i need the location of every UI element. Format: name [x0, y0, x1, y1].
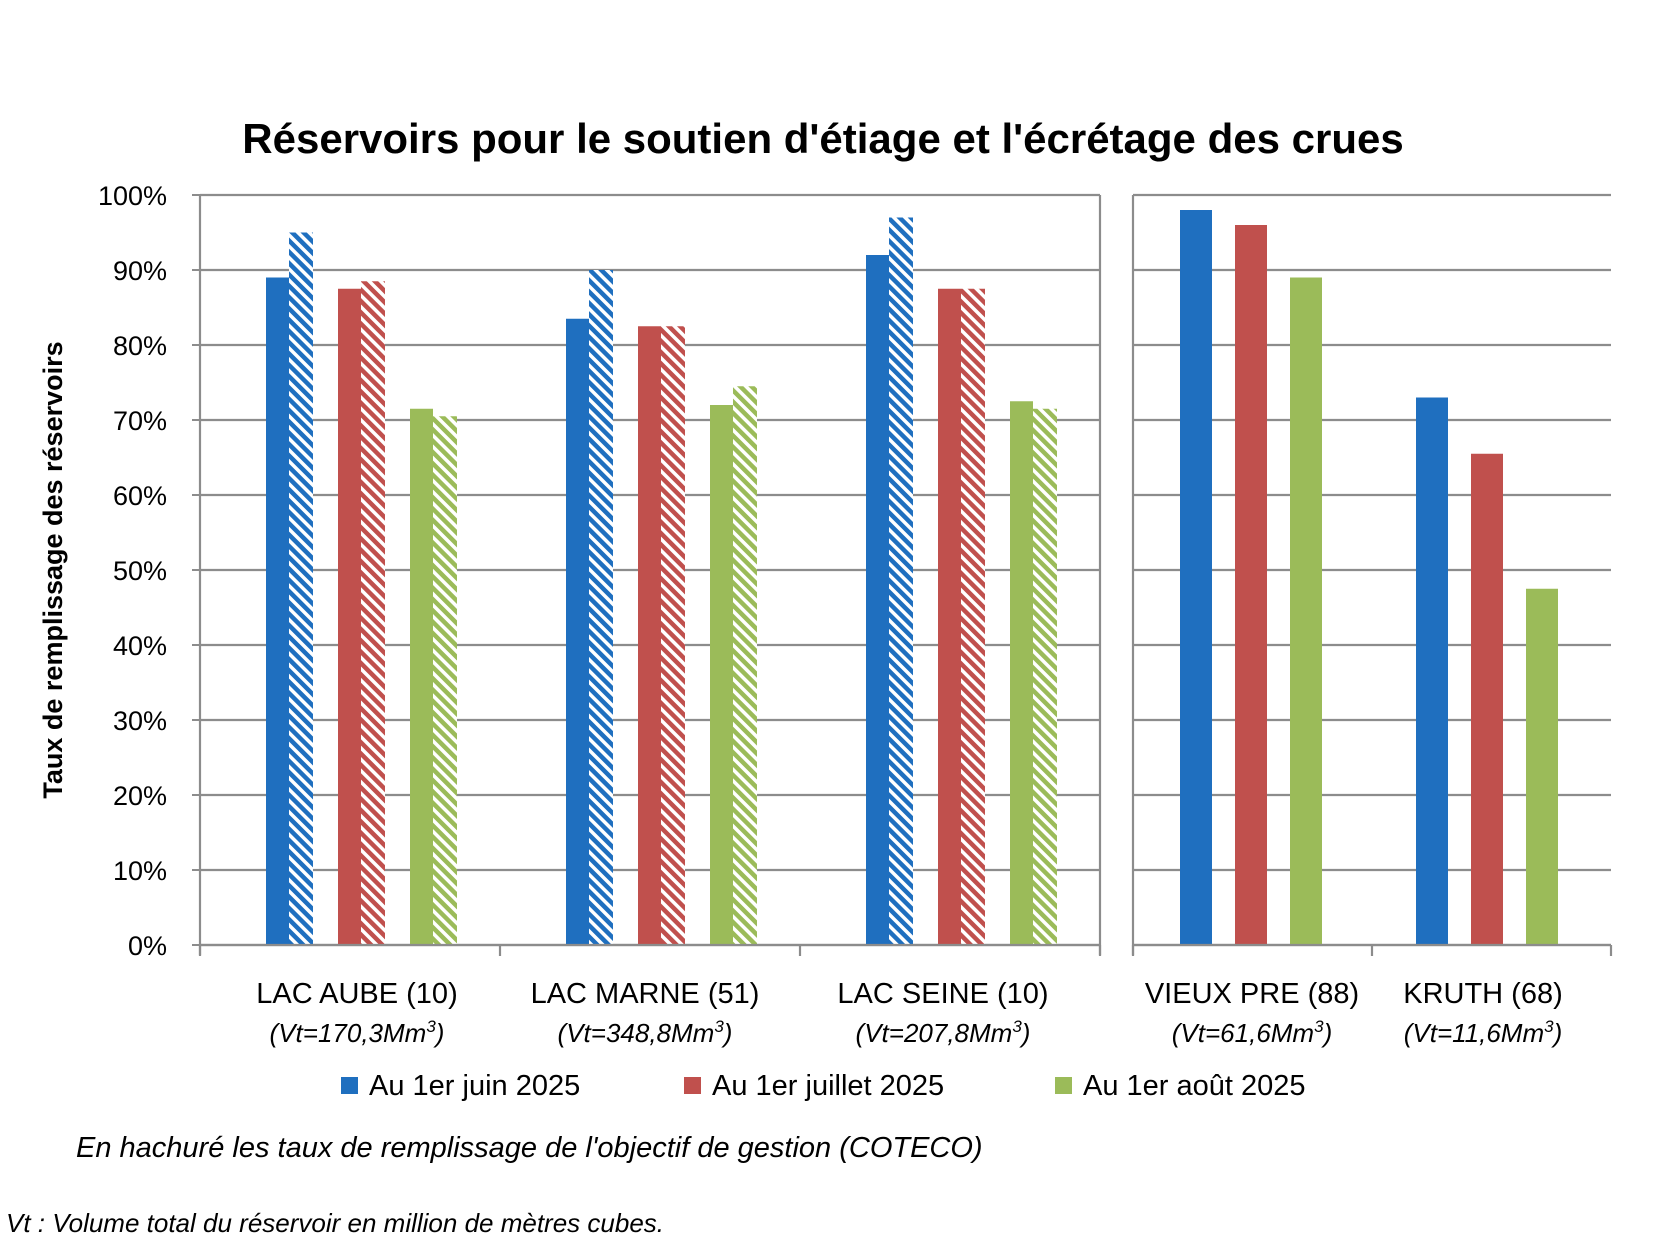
- category-labels: LAC AUBE (10) (Vt=170,3Mm3) LAC MARNE (51)…: [256, 978, 1563, 1048]
- bar-actual: [1526, 588, 1558, 945]
- bar-objective: [289, 232, 313, 945]
- legend-swatch-june: [341, 1077, 358, 1094]
- bar-actual: [1235, 225, 1267, 945]
- bar-actual: [1290, 277, 1322, 945]
- y-tick-labels: 0% 10% 20% 30% 40% 50% 60% 70% 80% 90% 100%: [98, 181, 167, 961]
- bar-actual: [710, 405, 733, 945]
- legend-label-june: Au 1er juin 2025: [369, 1070, 580, 1102]
- bar-objective: [961, 288, 985, 945]
- y-tick-label: 40%: [113, 631, 167, 661]
- y-tick-label: 20%: [113, 781, 167, 811]
- bar-objective: [733, 386, 757, 945]
- hatch-note: En hachuré les taux de remplissage de l'…: [76, 1132, 983, 1164]
- legend: Au 1er juin 2025 Au 1er juillet 2025 Au …: [341, 1070, 1306, 1102]
- bar-actual: [1471, 453, 1503, 945]
- bar-objective: [661, 326, 685, 945]
- bars: [266, 210, 1558, 945]
- legend-swatch-july: [684, 1077, 701, 1094]
- legend-label-august: Au 1er août 2025: [1083, 1070, 1306, 1102]
- y-tick-label: 80%: [113, 331, 167, 361]
- bar-objective: [361, 281, 385, 945]
- bar-objective: [433, 416, 457, 945]
- volume-label: (Vt=170,3Mm3): [270, 1017, 445, 1048]
- bar-actual: [1010, 401, 1033, 945]
- y-tick-label: 50%: [113, 556, 167, 586]
- chart-title: Réservoirs pour le soutien d'étiage et l…: [242, 115, 1403, 162]
- bar-actual: [266, 277, 289, 945]
- bar-actual: [410, 408, 433, 945]
- category-label: LAC MARNE (51): [531, 978, 760, 1010]
- y-axis-label: Taux de remplissage des réservoirs: [38, 341, 68, 798]
- category-label: LAC AUBE (10): [256, 978, 457, 1010]
- legend-swatch-august: [1055, 1077, 1072, 1094]
- category-label: KRUTH (68): [1403, 978, 1563, 1010]
- bar-objective: [1033, 408, 1057, 945]
- bar-actual: [938, 288, 961, 945]
- bar-actual: [638, 326, 661, 945]
- bar-actual: [866, 255, 889, 945]
- volume-label: (Vt=61,6Mm3): [1172, 1017, 1332, 1048]
- y-tick-label: 90%: [113, 256, 167, 286]
- bar-objective: [589, 270, 613, 945]
- volume-label: (Vt=207,8Mm3): [856, 1017, 1031, 1048]
- bar-actual: [566, 318, 589, 945]
- legend-label-july: Au 1er juillet 2025: [712, 1070, 944, 1102]
- x-axes: [192, 194, 1613, 956]
- volume-label: (Vt=11,6Mm3): [1404, 1017, 1563, 1048]
- y-tick-label: 60%: [113, 481, 167, 511]
- category-label: VIEUX PRE (88): [1145, 978, 1359, 1010]
- bar-actual: [1180, 210, 1212, 945]
- y-tick-label: 0%: [128, 931, 167, 961]
- y-tick-label: 100%: [98, 181, 167, 211]
- y-tick-label: 30%: [113, 706, 167, 736]
- bar-actual: [1416, 397, 1448, 945]
- category-label: LAC SEINE (10): [837, 978, 1048, 1010]
- footnote: Vt : Volume total du réservoir en millio…: [6, 1208, 664, 1238]
- volume-label: (Vt=348,8Mm3): [558, 1017, 733, 1048]
- y-tick-label: 70%: [113, 406, 167, 436]
- y-tick-label: 10%: [113, 856, 167, 886]
- bar-actual: [338, 288, 361, 945]
- bar-objective: [889, 217, 913, 945]
